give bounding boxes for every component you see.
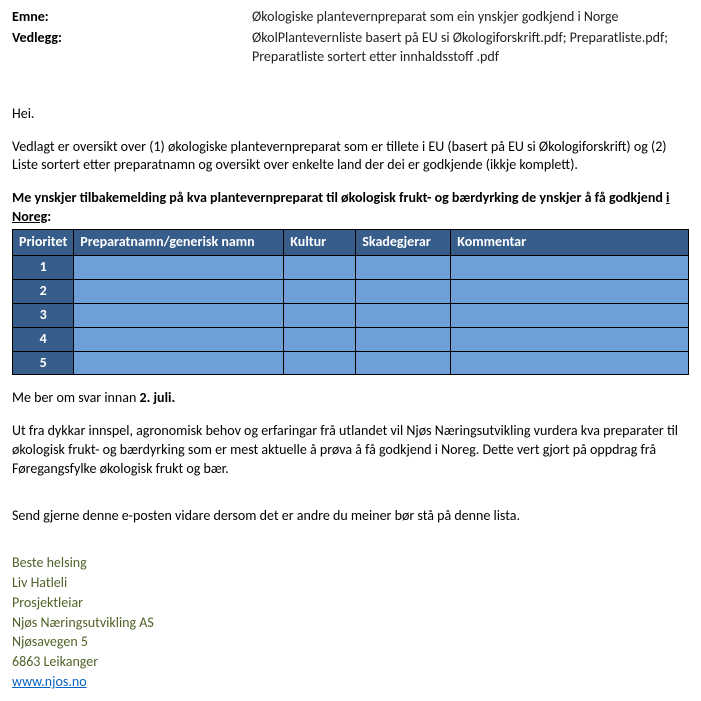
table-row: 3 <box>13 303 689 327</box>
cell-kommentar[interactable] <box>451 351 689 375</box>
signature-block: Beste helsing Liv Hatleli Prosjektleiar … <box>12 554 689 692</box>
cell-skade[interactable] <box>356 256 451 280</box>
cell-preparat[interactable] <box>74 256 284 280</box>
attachment-line: ØkolPlantevernliste basert på EU si Økol… <box>252 29 668 48</box>
email-body: Hei. Vedlagt er oversikt over (1) økolog… <box>12 105 689 692</box>
reply-lead: Me ber om svar innan <box>12 389 139 406</box>
reply-date: 2. juli. <box>139 389 175 406</box>
table-row: 2 <box>13 279 689 303</box>
cell-kommentar[interactable] <box>451 256 689 280</box>
subject-label: Emne: <box>12 8 252 27</box>
cell-preparat[interactable] <box>74 303 284 327</box>
attachments-value: ØkolPlantevernliste basert på EU si Økol… <box>252 29 668 67</box>
email-subject-row: Emne: Økologiske plantevernpreparat som … <box>12 8 689 27</box>
signature-name: Liv Hatleli <box>12 574 689 593</box>
reply-deadline: Me ber om svar innan 2. juli. <box>12 389 689 408</box>
th-skade: Skadegjerar <box>356 230 451 256</box>
heading-tail: : <box>47 208 51 225</box>
cell-kultur[interactable] <box>284 327 356 351</box>
cell-priority: 2 <box>13 279 74 303</box>
email-attachments-row: Vedlegg: ØkolPlantevernliste basert på E… <box>12 29 689 67</box>
table-row: 5 <box>13 351 689 375</box>
cell-kommentar[interactable] <box>451 303 689 327</box>
subject-value: Økologiske plantevernpreparat som ein yn… <box>252 8 618 27</box>
cell-preparat[interactable] <box>74 327 284 351</box>
heading-lead: Me ynskjer tilbakemelding på kva plantev… <box>12 189 666 206</box>
th-kultur: Kultur <box>284 230 356 256</box>
cell-kultur[interactable] <box>284 303 356 327</box>
signature-closing: Beste helsing <box>12 554 689 573</box>
signature-address: 6863 Leikanger <box>12 653 689 672</box>
cell-kultur[interactable] <box>284 351 356 375</box>
cell-skade[interactable] <box>356 303 451 327</box>
signature-url[interactable]: www.njos.no <box>12 673 87 690</box>
cell-preparat[interactable] <box>74 279 284 303</box>
feedback-request-heading: Me ynskjer tilbakemelding på kva plantev… <box>12 189 689 227</box>
table-header-row: Prioritet Preparatnamn/generisk namn Kul… <box>13 230 689 256</box>
cell-kommentar[interactable] <box>451 327 689 351</box>
cell-skade[interactable] <box>356 327 451 351</box>
attachment-line: Preparatliste sortert etter innhaldsstof… <box>252 48 668 67</box>
cell-skade[interactable] <box>356 351 451 375</box>
table-row: 1 <box>13 256 689 280</box>
cell-priority: 5 <box>13 351 74 375</box>
cell-kultur[interactable] <box>284 279 356 303</box>
cell-kommentar[interactable] <box>451 279 689 303</box>
signature-title: Prosjektleiar <box>12 594 689 613</box>
cell-priority: 3 <box>13 303 74 327</box>
evaluation-paragraph: Ut fra dykkar innspel, agronomisk behov … <box>12 422 689 479</box>
signature-address: Njøsavegen 5 <box>12 633 689 652</box>
cell-priority: 4 <box>13 327 74 351</box>
signature-company: Njøs Næringsutvikling AS <box>12 614 689 633</box>
th-kommentar: Kommentar <box>451 230 689 256</box>
cell-preparat[interactable] <box>74 351 284 375</box>
cell-priority: 1 <box>13 256 74 280</box>
th-preparat: Preparatnamn/generisk namn <box>74 230 284 256</box>
cell-kultur[interactable] <box>284 256 356 280</box>
feedback-table: Prioritet Preparatnamn/generisk namn Kul… <box>12 229 689 375</box>
attachments-label: Vedlegg: <box>12 29 252 67</box>
cell-skade[interactable] <box>356 279 451 303</box>
th-prioritet: Prioritet <box>13 230 74 256</box>
intro-paragraph: Vedlagt er oversikt over (1) økologiske … <box>12 138 689 176</box>
table-row: 4 <box>13 327 689 351</box>
greeting: Hei. <box>12 105 689 124</box>
forward-paragraph: Send gjerne denne e-posten vidare dersom… <box>12 507 689 526</box>
